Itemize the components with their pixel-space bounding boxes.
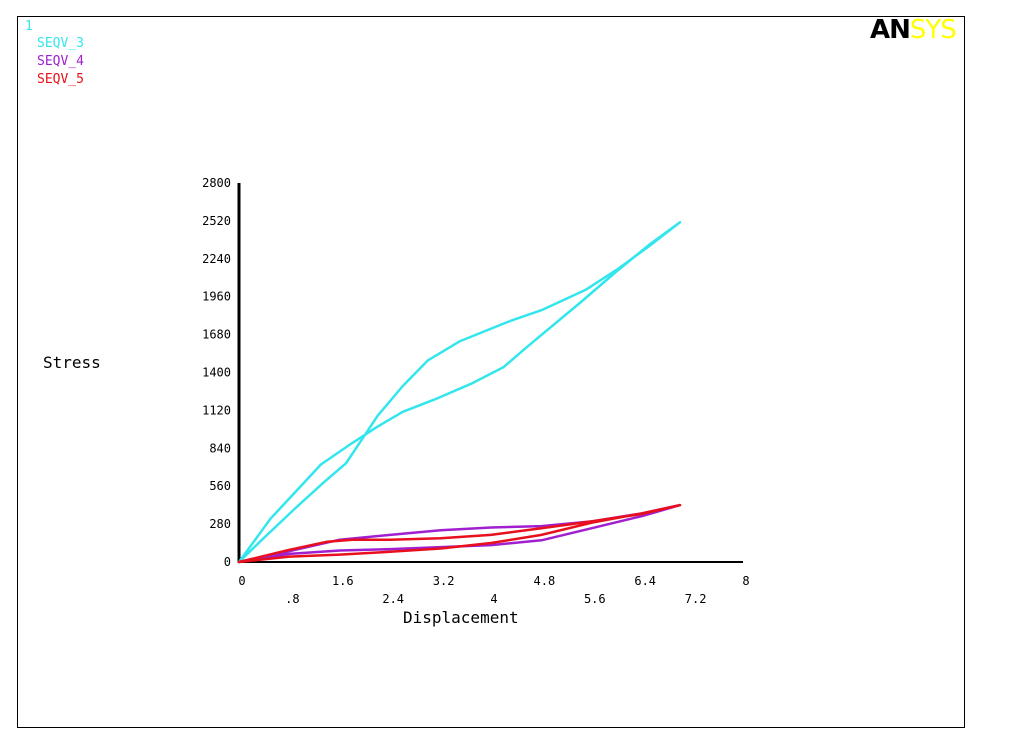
- series-line-seqv-5: [237, 503, 682, 564]
- plot-frame: [17, 16, 965, 728]
- x-tick-label: 3.2: [433, 574, 455, 588]
- y-tick-label: 0: [224, 555, 231, 569]
- y-tick-label: 560: [209, 479, 231, 493]
- y-tick-label: 280: [209, 517, 231, 531]
- y-tick-label: 840: [209, 441, 231, 455]
- y-tick-label: 1680: [202, 328, 231, 342]
- y-tick-label: 2240: [202, 252, 231, 266]
- y-tick-label: 1960: [202, 290, 231, 304]
- series-line-seqv-3: [237, 221, 682, 564]
- y-tick-label: 1120: [202, 403, 231, 417]
- x-tick-label: 4.8: [534, 574, 556, 588]
- y-axis-label: Stress: [43, 353, 101, 372]
- ansys-logo: ANSYS: [870, 15, 957, 45]
- y-tick-label: 2800: [202, 176, 231, 190]
- x-tick-label: 1.6: [332, 574, 354, 588]
- y-tick-label: 1400: [202, 366, 231, 380]
- x-tick-label: 5.6: [584, 592, 606, 606]
- legend-item-seqv-5: SEQV_5: [37, 72, 84, 87]
- y-tick-label: 2520: [202, 214, 231, 228]
- x-tick-label: .8: [285, 592, 299, 606]
- x-tick-label: 8: [742, 574, 749, 588]
- legend-item-seqv-3: SEQV_3: [37, 36, 84, 51]
- x-tick-label: 0: [238, 574, 245, 588]
- series-line-seqv-4: [237, 503, 682, 564]
- window-number: 1: [25, 19, 33, 34]
- x-tick-label: 4: [490, 592, 497, 606]
- x-tick-label: 2.4: [382, 592, 404, 606]
- x-tick-label: 7.2: [685, 592, 707, 606]
- legend-item-seqv-4: SEQV_4: [37, 54, 84, 69]
- x-tick-label: 6.4: [634, 574, 656, 588]
- x-axis-label: Displacement: [403, 608, 519, 627]
